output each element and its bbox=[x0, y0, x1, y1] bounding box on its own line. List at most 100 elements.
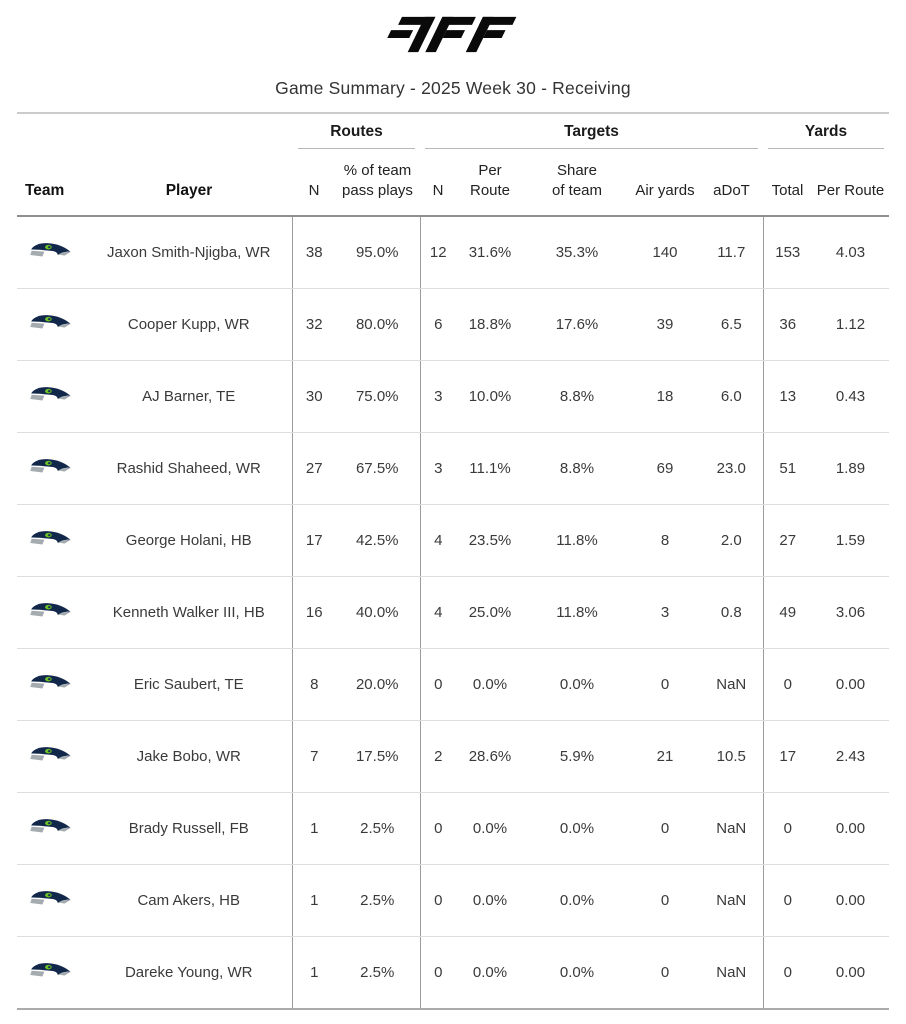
adot-value: 2.0 bbox=[700, 504, 763, 577]
table-row: George Holani, HB 17 42.5% 4 23.5% 11.8%… bbox=[16, 504, 890, 577]
routes-pct-value: 75.0% bbox=[334, 360, 420, 433]
table-body: Jaxon Smith-Njigba, WR 38 95.0% 12 31.6%… bbox=[16, 215, 890, 1010]
routes-n-value: 27 bbox=[292, 432, 335, 505]
player-name: Cam Akers, HB bbox=[84, 864, 293, 937]
player-name: Rashid Shaheed, WR bbox=[84, 432, 293, 505]
col-header-player: Player bbox=[84, 149, 293, 217]
targets-n-value: 0 bbox=[419, 792, 456, 865]
yards-total-value: 51 bbox=[762, 432, 812, 505]
routes-pct-value: 20.0% bbox=[334, 648, 420, 721]
seahawks-logo-icon bbox=[30, 746, 72, 763]
yards-total-value: 0 bbox=[762, 648, 812, 721]
target-share-value: 5.9% bbox=[524, 720, 630, 793]
routes-n-value: 1 bbox=[292, 936, 335, 1010]
routes-n-value: 7 bbox=[292, 720, 335, 793]
routes-n-value: 38 bbox=[292, 215, 335, 289]
yards-total-value: 153 bbox=[762, 215, 812, 289]
seahawks-logo-icon bbox=[30, 314, 72, 331]
routes-pct-value: 42.5% bbox=[334, 504, 420, 577]
col-header-routes-n: N bbox=[292, 149, 335, 217]
team-cell bbox=[16, 864, 85, 937]
routes-n-value: 30 bbox=[292, 360, 335, 433]
target-share-value: 0.0% bbox=[524, 792, 630, 865]
routes-n-value: 8 bbox=[292, 648, 335, 721]
yards-per-route-value: 1.12 bbox=[812, 288, 890, 361]
receiving-stats-table: Routes Targets Yards Team Player N % of … bbox=[16, 112, 890, 1010]
target-share-value: 11.8% bbox=[524, 576, 630, 649]
team-cell bbox=[16, 648, 85, 721]
routes-pct-value: 95.0% bbox=[334, 215, 420, 289]
targets-per-route-value: 11.1% bbox=[456, 432, 524, 505]
col-header-team: Team bbox=[16, 149, 85, 217]
adot-value: 23.0 bbox=[700, 432, 763, 505]
table-row: Eric Saubert, TE 8 20.0% 0 0.0% 0.0% 0 N… bbox=[16, 648, 890, 721]
targets-n-value: 2 bbox=[419, 720, 456, 793]
targets-n-value: 4 bbox=[419, 504, 456, 577]
adot-value: 0.8 bbox=[700, 576, 763, 649]
player-name: Eric Saubert, TE bbox=[84, 648, 293, 721]
targets-n-value: 0 bbox=[419, 864, 456, 937]
page-title: Game Summary - 2025 Week 30 - Receiving bbox=[275, 78, 631, 98]
target-share-value: 11.8% bbox=[524, 504, 630, 577]
routes-pct-value: 2.5% bbox=[334, 792, 420, 865]
seahawks-logo-icon bbox=[30, 530, 72, 547]
yards-per-route-value: 0.00 bbox=[812, 936, 890, 1010]
seahawks-logo-icon bbox=[30, 818, 72, 835]
yards-total-value: 0 bbox=[762, 936, 812, 1010]
targets-n-value: 0 bbox=[419, 936, 456, 1010]
targets-per-route-value: 0.0% bbox=[456, 936, 524, 1010]
targets-per-route-value: 0.0% bbox=[456, 648, 524, 721]
table-row: AJ Barner, TE 30 75.0% 3 10.0% 8.8% 18 6… bbox=[16, 360, 890, 433]
adot-value: NaN bbox=[700, 648, 763, 721]
targets-n-value: 0 bbox=[419, 648, 456, 721]
adot-value: NaN bbox=[700, 936, 763, 1010]
seahawks-logo-icon bbox=[30, 386, 72, 403]
yards-total-value: 0 bbox=[762, 792, 812, 865]
targets-per-route-value: 10.0% bbox=[456, 360, 524, 433]
yards-total-value: 49 bbox=[762, 576, 812, 649]
targets-per-route-value: 18.8% bbox=[456, 288, 524, 361]
adot-value: 11.7 bbox=[700, 215, 763, 289]
table-row: Kenneth Walker III, HB 16 40.0% 4 25.0% … bbox=[16, 576, 890, 649]
target-share-value: 8.8% bbox=[524, 432, 630, 505]
team-cell bbox=[16, 720, 85, 793]
team-cell bbox=[16, 504, 85, 577]
air-yards-value: 18 bbox=[630, 360, 700, 433]
routes-pct-value: 67.5% bbox=[334, 432, 420, 505]
target-share-value: 8.8% bbox=[524, 360, 630, 433]
target-share-value: 0.0% bbox=[524, 864, 630, 937]
col-header-routes-pct-team-pass-plays: % of team pass plays bbox=[334, 149, 420, 217]
player-name: Jaxon Smith-Njigba, WR bbox=[84, 215, 293, 289]
target-share-value: 35.3% bbox=[524, 215, 630, 289]
targets-n-value: 12 bbox=[419, 215, 456, 289]
routes-pct-value: 40.0% bbox=[334, 576, 420, 649]
routes-n-value: 1 bbox=[292, 792, 335, 865]
table-row: Jake Bobo, WR 7 17.5% 2 28.6% 5.9% 21 10… bbox=[16, 720, 890, 793]
routes-pct-value: 80.0% bbox=[334, 288, 420, 361]
adot-value: NaN bbox=[700, 792, 763, 865]
target-share-value: 0.0% bbox=[524, 936, 630, 1010]
col-header-targets-per-route: Per Route bbox=[456, 149, 524, 217]
yards-per-route-value: 0.43 bbox=[812, 360, 890, 433]
adot-value: NaN bbox=[700, 864, 763, 937]
seahawks-logo-icon bbox=[30, 890, 72, 907]
player-name: Dareke Young, WR bbox=[84, 936, 293, 1010]
yards-per-route-value: 0.00 bbox=[812, 792, 890, 865]
targets-n-value: 4 bbox=[419, 576, 456, 649]
player-name: Brady Russell, FB bbox=[84, 792, 293, 865]
air-yards-value: 0 bbox=[630, 648, 700, 721]
player-name: Jake Bobo, WR bbox=[84, 720, 293, 793]
yards-total-value: 27 bbox=[762, 504, 812, 577]
seahawks-logo-icon bbox=[30, 962, 72, 979]
adot-value: 6.0 bbox=[700, 360, 763, 433]
targets-per-route-value: 28.6% bbox=[456, 720, 524, 793]
targets-per-route-value: 31.6% bbox=[456, 215, 524, 289]
team-cell bbox=[16, 792, 85, 865]
yards-per-route-value: 0.00 bbox=[812, 864, 890, 937]
targets-per-route-value: 23.5% bbox=[456, 504, 524, 577]
yards-total-value: 13 bbox=[762, 360, 812, 433]
yards-per-route-value: 0.00 bbox=[812, 648, 890, 721]
table-row: Rashid Shaheed, WR 27 67.5% 3 11.1% 8.8%… bbox=[16, 432, 890, 505]
air-yards-value: 21 bbox=[630, 720, 700, 793]
